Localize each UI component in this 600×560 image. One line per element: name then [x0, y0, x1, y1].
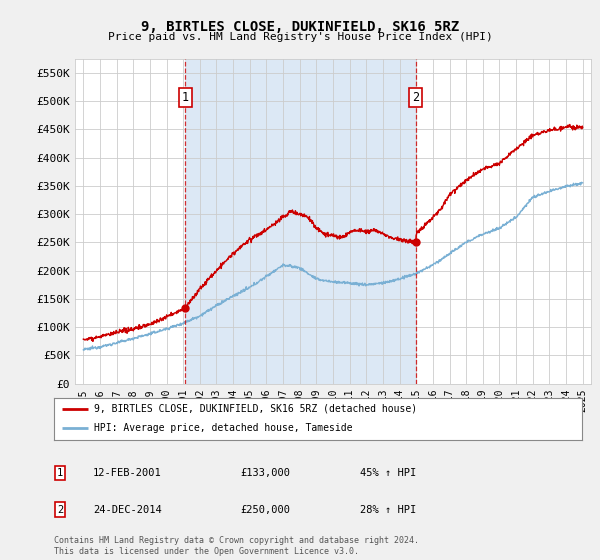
Text: Price paid vs. HM Land Registry's House Price Index (HPI): Price paid vs. HM Land Registry's House … — [107, 32, 493, 43]
Text: 12-FEB-2001: 12-FEB-2001 — [93, 468, 162, 478]
Text: 24-DEC-2014: 24-DEC-2014 — [93, 505, 162, 515]
Text: £133,000: £133,000 — [240, 468, 290, 478]
Text: 2: 2 — [412, 91, 419, 104]
Text: 1: 1 — [182, 91, 189, 104]
Text: 9, BIRTLES CLOSE, DUKINFIELD, SK16 5RZ (detached house): 9, BIRTLES CLOSE, DUKINFIELD, SK16 5RZ (… — [94, 404, 417, 414]
Text: 45% ↑ HPI: 45% ↑ HPI — [360, 468, 416, 478]
Text: Contains HM Land Registry data © Crown copyright and database right 2024.
This d: Contains HM Land Registry data © Crown c… — [54, 536, 419, 556]
Text: 9, BIRTLES CLOSE, DUKINFIELD, SK16 5RZ: 9, BIRTLES CLOSE, DUKINFIELD, SK16 5RZ — [141, 20, 459, 34]
Text: 1: 1 — [57, 468, 63, 478]
Text: £250,000: £250,000 — [240, 505, 290, 515]
Text: 28% ↑ HPI: 28% ↑ HPI — [360, 505, 416, 515]
Text: 2: 2 — [57, 505, 63, 515]
Text: HPI: Average price, detached house, Tameside: HPI: Average price, detached house, Tame… — [94, 423, 352, 433]
Bar — [185, 59, 416, 384]
